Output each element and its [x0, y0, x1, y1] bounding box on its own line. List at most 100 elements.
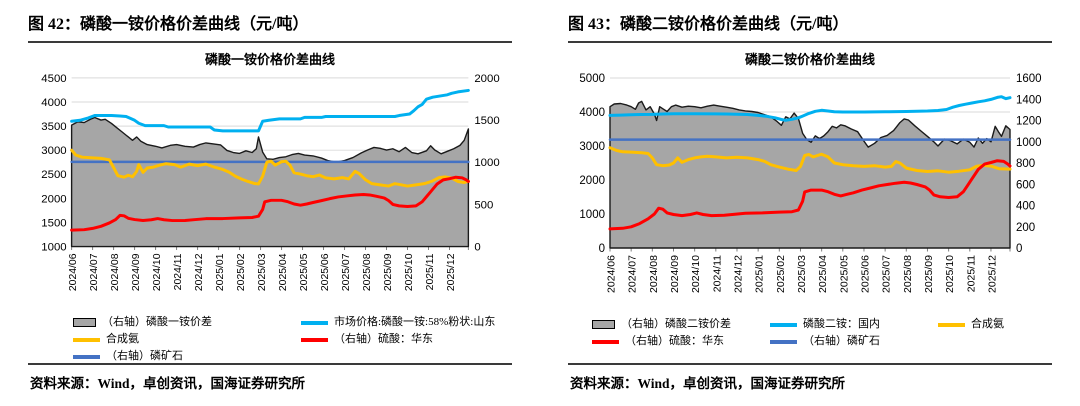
x-axis-tick-label: 2025/04: [817, 255, 829, 293]
left-axis-tick-label: 4000: [41, 97, 66, 109]
right-axis-tick-label: 0: [474, 242, 480, 254]
spread-area-series: [609, 100, 1011, 249]
x-axis-tick-label: 2024/09: [131, 253, 142, 291]
left-axis-tick-label: 4000: [579, 107, 605, 119]
right-axis-tick-label: 800: [1016, 158, 1035, 170]
spread-area-series: [70, 116, 470, 248]
left-axis-tick-label: 4500: [41, 73, 66, 85]
legend-label: 市场价格:磷酸一铵:58%粉状:山东: [334, 316, 496, 328]
x-axis-tick-label: 2024/12: [194, 253, 205, 291]
x-axis-tick-label: 2025/06: [320, 253, 331, 291]
chart-43-inner-title: 磷酸二铵价格价差曲线: [744, 52, 875, 67]
legend-item: 合成氨: [938, 318, 1052, 331]
right-axis-tick-label: 1500: [474, 115, 499, 127]
x-axis-tick-label: 2025/09: [923, 255, 935, 293]
left-axis-tick-label: 3000: [579, 141, 605, 153]
x-axis-tick-label: 2025/11: [965, 255, 977, 292]
line-series: [70, 148, 470, 188]
x-axis-tick-label: 2025/12: [986, 255, 998, 293]
x-axis-tick-label: 2024/07: [89, 253, 100, 291]
legend-item: （右轴）磷酸一铵价差: [73, 316, 301, 329]
line-series: [70, 175, 470, 232]
line-series: [70, 88, 470, 133]
legend-line-swatch: [770, 322, 797, 327]
legend-line-swatch: [301, 320, 328, 325]
figure-43-panel: 图 43：磷酸二铵价格价差曲线（元/吨） 磷酸二铵价格价差曲线 0 1000 200…: [540, 0, 1080, 406]
right-axis-tick-label: 600: [1016, 179, 1035, 191]
right-axis-tick-label: 1000: [1016, 137, 1042, 149]
figure-42-panel: 图 42：磷酸一铵价格价差曲线（元/吨） 磷酸一铵价格价差曲线 1000 1500…: [28, 10, 512, 391]
x-axis-tick-label: 2024/11: [173, 253, 184, 290]
line-series: [608, 146, 1012, 174]
x-axis-tick-label: 2025/06: [859, 255, 871, 293]
chart-42-inner-title: 磷酸一铵价格价差曲线: [204, 52, 335, 67]
x-axis-tick-label: 2025/09: [383, 253, 394, 291]
legend-line-swatch: [770, 339, 797, 344]
x-axis-tick-label: 2025/05: [299, 253, 310, 291]
x-axis-tick-label: 2025/12: [446, 253, 457, 291]
legend-label: （右轴）磷酸二铵价差: [621, 318, 731, 330]
x-axis-tick-label: 2025/08: [362, 253, 373, 291]
x-axis-tick-label: 2025/03: [257, 253, 268, 291]
figure-42-title: 图 42：磷酸一铵价格价差曲线（元/吨）: [28, 10, 512, 43]
legend-item: 磷酸二铵：国内: [770, 318, 938, 331]
legend-label: （右轴）硫酸：华东: [625, 335, 724, 347]
x-axis-tick-label: 2024/08: [110, 253, 121, 291]
legend-label: （右轴）磷矿石: [106, 350, 183, 362]
legend-item: （右轴）硫酸：华东: [592, 335, 770, 348]
left-axis-tick-label: 2000: [579, 175, 605, 187]
left-axis-tick-label: 5000: [579, 73, 605, 85]
x-axis-tick-label: 2024/10: [690, 255, 702, 293]
legend-item: （右轴）硫酸：华东: [301, 333, 512, 346]
right-axis-tick-label: 0: [1016, 243, 1022, 255]
x-axis-tick-label: 2025/10: [944, 255, 956, 293]
legend-item: （右轴）磷矿石: [770, 335, 938, 348]
x-axis-tick-label: 2025/07: [341, 253, 352, 291]
right-axis-tick-label: 1400: [1016, 94, 1042, 106]
right-axis-tick-label: 1200: [1016, 116, 1042, 128]
left-axis-tick-label: 1000: [41, 242, 66, 254]
line-series: [608, 159, 1012, 231]
legend-area-swatch: [73, 318, 96, 327]
left-axis-tick-label: 0: [599, 243, 605, 255]
figure-43-title: 图 43：磷酸二铵价格价差曲线（元/吨）: [568, 10, 1052, 43]
legend-label: （右轴）硫酸：华东: [334, 333, 433, 345]
legend-line-swatch: [938, 322, 965, 327]
x-axis-tick-label: 2025/02: [236, 253, 247, 291]
left-axis-tick-label: 3000: [41, 145, 66, 157]
legend-label: 合成氨: [971, 318, 1004, 330]
x-axis-tick-label: 2025/07: [881, 255, 893, 293]
x-axis-tick-label: 2024/09: [669, 255, 681, 293]
legend-item: 合成氨: [73, 333, 301, 346]
left-axis-tick-label: 2500: [41, 169, 66, 181]
legend-item: （右轴）磷酸二铵价差: [592, 318, 770, 331]
right-axis-tick-label: 1600: [1016, 73, 1042, 85]
right-axis-tick-label: 2000: [474, 73, 499, 85]
dap-price-spread-chart: 0 1000 2000 3000 4000 5000 0 200 400 600 800 1000 12…: [579, 73, 1042, 293]
right-axis-tick-label: 200: [1016, 222, 1035, 234]
x-axis-tick-label: 2024/12: [732, 255, 744, 293]
x-axis-tick-label: 2024/11: [711, 255, 723, 292]
x-axis-tick-label: 2024/06: [606, 255, 618, 293]
x-axis-tick-label: 2025/05: [838, 255, 850, 293]
legend-line-swatch: [73, 354, 100, 359]
legend-item: 市场价格:磷酸一铵:58%粉状:山东: [301, 316, 512, 329]
legend-line-swatch: [73, 337, 100, 342]
map-price-spread-chart: 1000 1500 2000 2500 3000 3500 4000 4500 0 500 1000…: [41, 73, 499, 291]
right-axis-tick-label: 400: [1016, 201, 1035, 213]
figure-43-source: 资料来源：Wind，卓创资讯，国海证券研究所: [568, 363, 1052, 392]
left-axis-tick-label: 1500: [41, 217, 66, 229]
chart-42-legend: （右轴）磷酸一铵价差 市场价格:磷酸一铵:58%粉状:山东合成氨 （右轴）硫酸：华东…: [73, 316, 512, 363]
legend-line-swatch: [301, 337, 328, 342]
legend-label: 磷酸二铵：国内: [803, 318, 880, 330]
x-axis-tick-label: 2025/11: [425, 253, 436, 290]
right-axis-tick-label: 1000: [474, 157, 499, 169]
line-series: [608, 95, 1012, 122]
legend-line-swatch: [592, 339, 619, 344]
x-axis-tick-label: 2025/03: [796, 255, 808, 293]
legend-area-swatch: [592, 320, 615, 329]
left-axis-tick-label: 2000: [41, 193, 66, 205]
x-axis-tick-label: 2025/01: [215, 253, 226, 291]
left-axis-tick-label: 3500: [41, 121, 66, 133]
